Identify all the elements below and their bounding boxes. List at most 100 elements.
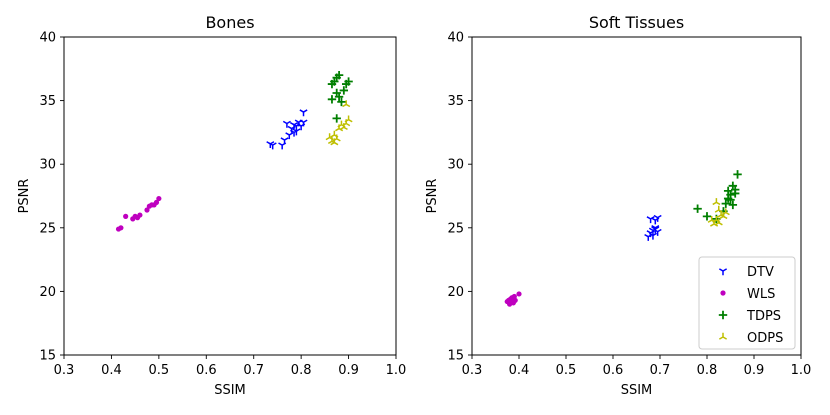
legend-label: TDPS [746,309,781,324]
chart-panel-2: Soft Tissues 0.3 0.4 0.5 0.6 0.7 0.8 0.9 1.0 15 20… [425,13,811,398]
data-point [280,137,289,145]
data-point [144,207,150,213]
data-point [123,213,129,219]
data-point [153,199,160,205]
data-point [726,195,735,205]
data-point [334,70,344,80]
data-point [299,119,308,127]
data-point [282,120,291,128]
data-point [733,170,742,179]
data-point [299,109,308,117]
y-axis-label: PSNR [17,179,32,214]
chart-title: Bones [205,13,254,32]
data-point [344,77,353,86]
series-dtv [266,109,308,150]
data-point [506,297,512,303]
series-odps [707,198,730,227]
y-tick-label: 40 [447,31,464,46]
y-tick-label: 25 [39,221,56,236]
data-point [723,186,733,196]
x-tick-label: 0.4 [101,363,122,378]
y-tick-label: 20 [447,285,464,300]
series-wls [504,291,522,307]
series-tdps [693,170,742,224]
data-point [653,228,662,236]
legend-marker [720,290,726,296]
x-tick-label: 1.0 [386,363,407,378]
data-point [342,100,351,108]
x-tick-label: 0.7 [243,363,264,378]
data-point [693,204,702,213]
data-point [332,114,341,123]
legend-marker [718,310,728,320]
legend-label: ODPS [747,331,783,346]
data-point [728,200,738,210]
legend-label: DTV [747,265,774,280]
y-tick-label: 40 [39,31,56,46]
x-tick-label: 0.9 [338,363,359,378]
legend-box [698,256,796,350]
x-tick-label: 0.4 [509,363,530,378]
x-axis-label: SSIM [214,383,246,398]
x-tick-label: 0.5 [556,363,577,378]
data-point [707,215,716,223]
x-tick-label: 0.3 [462,363,483,378]
data-point [731,189,740,198]
x-tick-label: 0.5 [149,363,170,378]
y-tick-label: 15 [447,349,464,364]
series-odps [325,100,353,146]
x-tick-label: 1.0 [791,363,812,378]
x-tick-label: 0.7 [650,363,671,378]
x-tick-label: 0.8 [697,363,718,378]
data-point [721,199,730,208]
data-point [337,97,346,107]
data-point [290,129,299,137]
chart-panel-1: Bones 0.3 0.4 0.5 0.6 0.7 0.8 0.9 1.0 15 20 25 30 35 4… [17,13,406,398]
data-point [285,132,294,140]
data-point [327,95,337,104]
x-tick-label: 0.8 [291,363,312,378]
legend-label: WLS [747,287,775,302]
data-point [714,218,723,226]
data-point [330,138,339,146]
data-point [516,291,522,297]
y-tick-label: 15 [39,349,56,364]
legend-marker [718,268,728,276]
data-point [712,198,721,206]
legend-marker [718,332,728,340]
y-axis-label: PSNR [425,179,440,214]
y-tick-label: 30 [39,158,56,173]
y-tick-label: 25 [447,221,464,236]
legend: DTV WLS TDPS ODPS [698,256,796,350]
series-tdps [327,70,353,123]
data-point [156,195,162,202]
data-point [721,208,730,216]
series-dtv [644,214,662,241]
plot-frame [63,36,397,356]
data-point [702,212,712,221]
x-tick-label: 0.6 [196,363,217,378]
x-tick-label: 0.9 [744,363,765,378]
data-point [653,214,662,222]
y-tick-label: 30 [447,158,464,173]
data-point [339,86,349,95]
y-tick-label: 35 [447,94,464,109]
data-point [334,92,344,101]
data-point [344,115,353,123]
data-point [648,232,657,240]
series-wls [115,195,162,232]
x-tick-label: 0.3 [54,363,75,378]
data-point [714,205,723,213]
chart-title: Soft Tissues [589,13,684,32]
data-point [268,142,277,150]
data-point [292,123,301,131]
data-point [646,216,655,224]
x-tick-label: 0.6 [603,363,624,378]
data-point [118,225,124,231]
y-tick-label: 20 [39,285,56,300]
data-point [137,212,143,218]
x-axis-label: SSIM [621,383,653,398]
y-tick-label: 35 [39,94,56,109]
plot-frame [471,36,802,356]
